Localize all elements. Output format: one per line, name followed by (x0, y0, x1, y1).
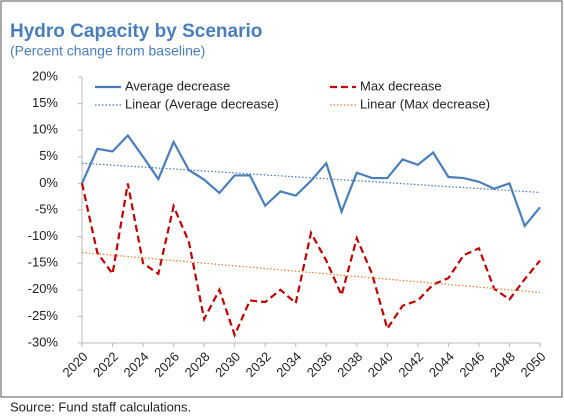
legend-label: Linear (Max decrease) (360, 96, 490, 111)
x-tick-label: 2022 (90, 349, 121, 380)
x-tick-label: 2038 (334, 349, 365, 380)
legend-label: Linear (Average decrease) (125, 96, 279, 111)
x-tick-label: 2050 (517, 349, 548, 380)
y-tick-label: -5% (35, 201, 59, 216)
x-tick-label: 2048 (487, 349, 518, 380)
y-tick-label: 5% (39, 148, 58, 163)
series-line (81, 251, 541, 294)
x-tick-label: 2026 (151, 349, 182, 380)
x-tick-label: 2034 (273, 349, 304, 380)
y-tick-label: 10% (32, 122, 58, 137)
x-tick-label: 2030 (212, 349, 243, 380)
chart-title: Hydro Capacity by Scenario (10, 21, 262, 42)
y-tick-label: -10% (28, 228, 59, 243)
x-tick-label: 2040 (365, 349, 396, 380)
x-tick-label: 2020 (59, 349, 90, 380)
y-tick-label: -30% (28, 334, 59, 349)
x-tick-label: 2044 (426, 349, 457, 380)
y-tick-label: -25% (28, 308, 59, 323)
y-tick-label: -20% (28, 281, 59, 296)
legend-label: Average decrease (125, 78, 230, 93)
series-line (80, 133, 541, 229)
series-line (81, 162, 541, 194)
x-tick-label: 2042 (395, 349, 426, 380)
frame (0, 0, 563, 398)
y-tick-label: 0% (39, 175, 58, 190)
x-tick-label: 2032 (243, 349, 274, 380)
x-tick-label: 2036 (304, 349, 335, 380)
series-line (80, 183, 541, 339)
y-tick-label: -15% (28, 255, 59, 270)
legend-label: Max decrease (360, 78, 442, 93)
y-tick-label: 20% (32, 68, 58, 83)
chart-subtitle: (Percent change from baseline) (10, 43, 205, 59)
y-tick-label: 15% (32, 95, 58, 110)
x-tick-label: 2046 (456, 349, 487, 380)
x-tick-label: 2024 (121, 349, 152, 380)
x-tick-label: 2028 (182, 349, 213, 380)
source: Source: Fund staff calculations. (10, 399, 191, 414)
